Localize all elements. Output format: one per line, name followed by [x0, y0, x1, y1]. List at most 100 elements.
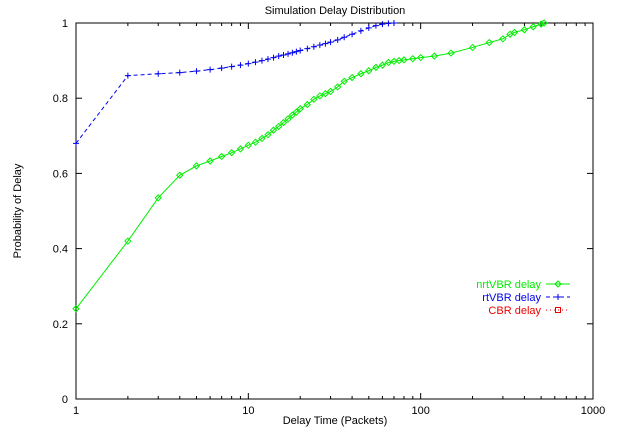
y-tick-label: 0.8 [53, 93, 68, 105]
x-tick-label: 1000 [581, 405, 605, 417]
data-point [416, 53, 425, 62]
data-point [258, 57, 265, 64]
data-point [288, 111, 297, 119]
data-point [409, 55, 417, 63]
data-point [176, 69, 183, 76]
data-point [217, 152, 226, 161]
data-point [252, 59, 259, 66]
legend-label: CBR delay [488, 305, 541, 317]
data-point [340, 77, 348, 85]
data-point [357, 27, 364, 34]
data-point [341, 34, 348, 41]
x-tick-label: 10 [242, 405, 254, 417]
data-point [264, 130, 272, 139]
data-point [154, 194, 162, 202]
data-point [303, 100, 312, 109]
data-point [372, 22, 379, 29]
data-point [289, 49, 296, 56]
legend-swatch-marker [555, 294, 561, 300]
data-point [430, 52, 439, 60]
data-point [297, 47, 304, 54]
legend-label: rtVBR delay [482, 292, 541, 304]
data-point [316, 92, 324, 100]
data-point [236, 145, 245, 153]
legend-swatch-marker [554, 280, 562, 288]
data-point [245, 60, 252, 67]
data-point [348, 73, 356, 82]
data-point [334, 36, 341, 43]
data-point [206, 157, 214, 165]
data-point [269, 126, 278, 134]
axis-ticks: 0 0.2 0.4 0.6 0.8 1 1 10 100 1000 [53, 18, 606, 417]
data-point [468, 43, 477, 52]
data-point [73, 140, 79, 147]
data-point [218, 65, 225, 72]
data-point [379, 21, 386, 28]
data-point [124, 237, 132, 245]
data-point [485, 38, 493, 47]
data-point [192, 162, 201, 170]
data-point [447, 49, 455, 57]
series-line [75, 22, 395, 144]
data-point [326, 87, 335, 96]
data-point [251, 138, 260, 146]
legend-swatch-marker [555, 307, 561, 313]
data-point [321, 89, 330, 98]
data-point [279, 118, 288, 127]
data-point [72, 305, 80, 313]
data-point [378, 61, 387, 69]
data-point [322, 40, 329, 47]
data-point [228, 63, 235, 70]
data-point [310, 43, 317, 50]
data-point [349, 31, 356, 38]
data-point [372, 63, 380, 72]
data-point [244, 141, 253, 149]
data-point [333, 83, 342, 91]
data-point [285, 50, 292, 57]
data-point [176, 171, 184, 179]
legend-label: nrtVBR delay [476, 279, 541, 291]
data-point [390, 20, 397, 26]
data-point [264, 56, 271, 63]
data-point [510, 28, 519, 37]
data-point [207, 66, 214, 73]
data-point [365, 67, 373, 75]
data-point [327, 39, 334, 46]
data-point [296, 105, 304, 113]
data-point [227, 149, 236, 157]
data-point [304, 45, 311, 52]
data-point [155, 70, 162, 77]
series-rtvbr-delay [73, 20, 397, 147]
data-point [258, 134, 266, 143]
y-tick-label: 0.4 [53, 244, 68, 256]
data-point [537, 20, 545, 28]
y-tick-label: 0.2 [53, 319, 68, 331]
data-point [385, 20, 392, 27]
plot-frame [75, 22, 594, 400]
series-line [75, 22, 545, 310]
y-tick-label: 1 [62, 18, 68, 30]
data-point [284, 115, 292, 123]
x-axis-label: Delay Time (Packets) [283, 415, 388, 427]
y-tick-label: 0 [62, 394, 68, 406]
data-point [499, 35, 507, 43]
y-tick-label: 0.6 [53, 168, 68, 180]
x-tick-label: 100 [411, 405, 429, 417]
data-point [193, 68, 200, 75]
data-point [274, 122, 283, 131]
data-point [540, 19, 548, 27]
series-layer [72, 19, 548, 313]
data-point [292, 108, 301, 116]
data-point [520, 26, 529, 34]
data-point [280, 51, 287, 58]
chart-title: Simulation Delay Distribution [265, 5, 406, 17]
data-point [529, 23, 537, 31]
data-point [237, 62, 244, 69]
data-point [357, 70, 365, 78]
x-tick-label: 1 [73, 405, 79, 417]
data-point [400, 56, 408, 64]
data-point [293, 48, 300, 55]
data-point [310, 95, 318, 104]
